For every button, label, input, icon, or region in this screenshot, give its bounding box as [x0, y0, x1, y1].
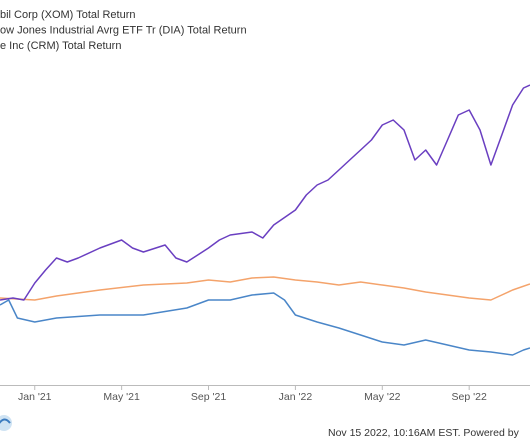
x-tick-label: Jan '21 — [18, 391, 52, 403]
series-line — [0, 292, 530, 356]
footer: Nov 15 2022, 10:16AM EST. Powered by — [328, 427, 520, 439]
logo — [0, 415, 12, 431]
legend-entry: bil Corp (XOM) Total Return — [0, 9, 136, 21]
x-tick-label: Sep '22 — [452, 391, 487, 403]
x-tick-label: May '22 — [364, 391, 401, 403]
series-line — [0, 84, 530, 301]
x-tick-label: May '21 — [103, 391, 140, 403]
x-tick-label: Jan '22 — [279, 391, 313, 403]
legend-entry: e Inc (CRM) Total Return — [0, 40, 121, 52]
x-tick-label: Sep '21 — [191, 391, 226, 403]
legend-entry: ow Jones Industrial Avrg ETF Tr (DIA) To… — [0, 24, 247, 36]
series-line — [0, 276, 530, 301]
